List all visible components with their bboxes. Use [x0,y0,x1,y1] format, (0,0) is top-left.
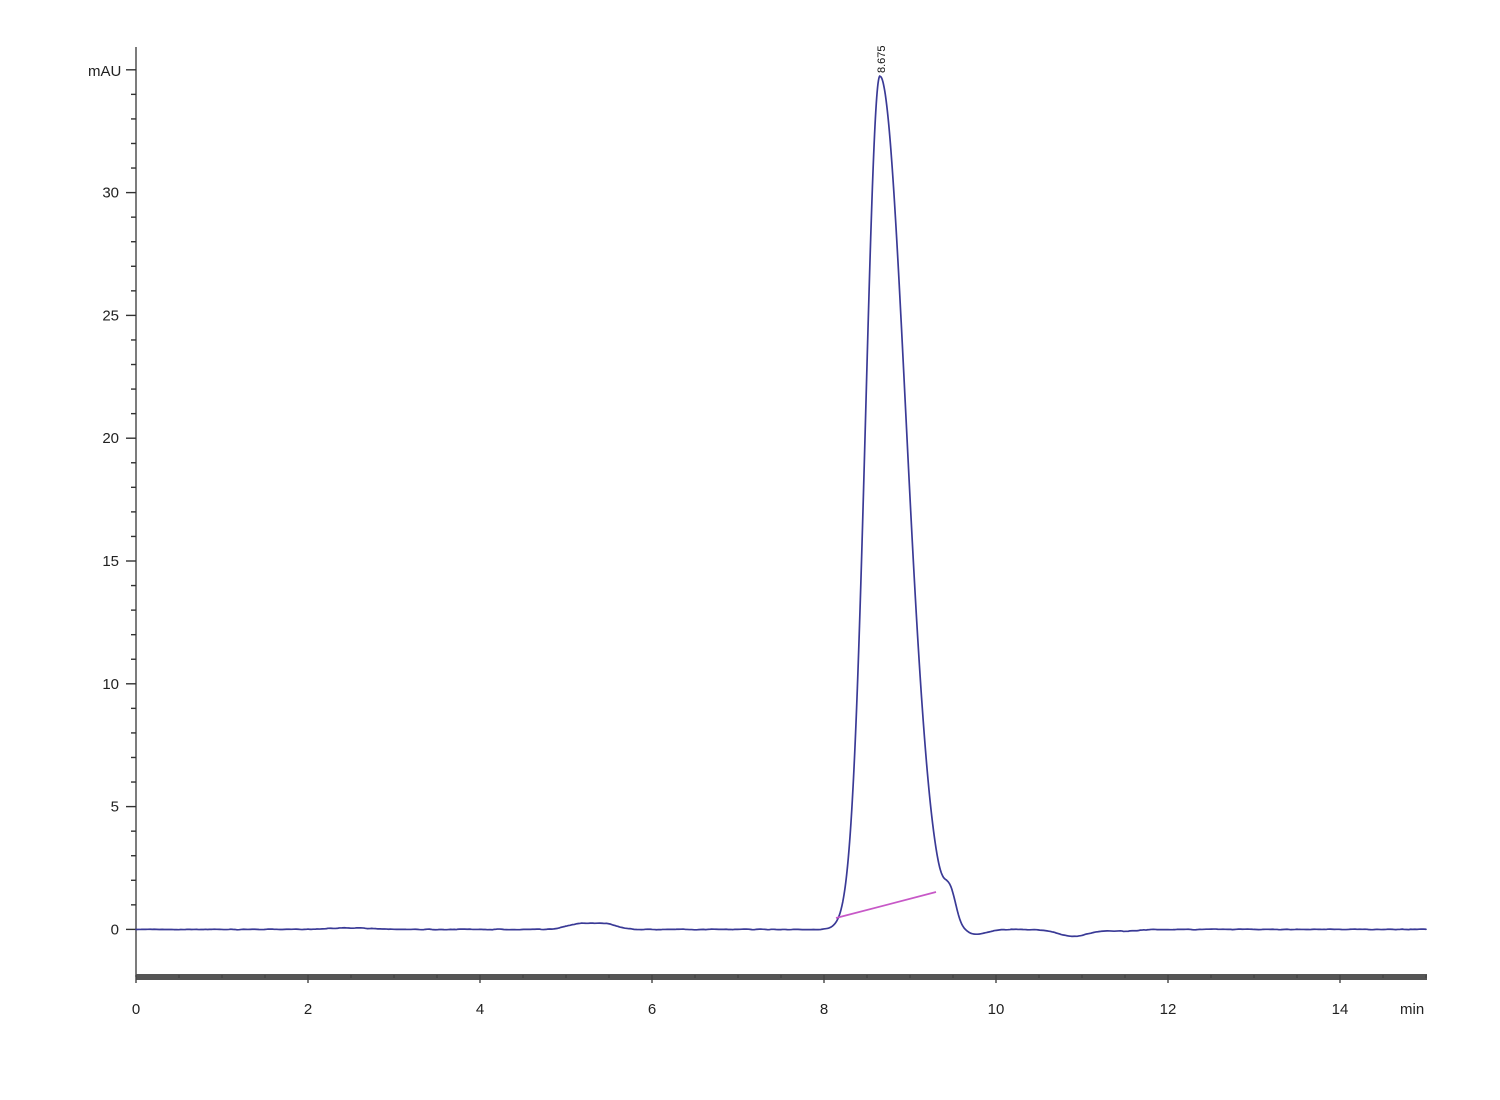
svg-text:2: 2 [304,1001,312,1018]
svg-text:30: 30 [102,185,119,202]
svg-text:10: 10 [988,1001,1005,1018]
svg-text:14: 14 [1332,1001,1349,1018]
svg-text:12: 12 [1160,1001,1177,1018]
svg-text:25: 25 [102,307,119,324]
svg-text:10: 10 [102,676,119,693]
svg-text:4: 4 [476,1001,484,1018]
svg-text:mAU: mAU [88,63,121,80]
svg-text:5: 5 [111,799,119,816]
svg-text:15: 15 [102,553,119,570]
svg-text:0: 0 [111,921,119,938]
svg-text:min: min [1400,1001,1424,1018]
svg-text:20: 20 [102,430,119,447]
svg-text:8: 8 [820,1001,828,1018]
svg-text:6: 6 [648,1001,656,1018]
svg-text:8.675: 8.675 [876,45,888,73]
svg-text:0: 0 [132,1001,140,1018]
